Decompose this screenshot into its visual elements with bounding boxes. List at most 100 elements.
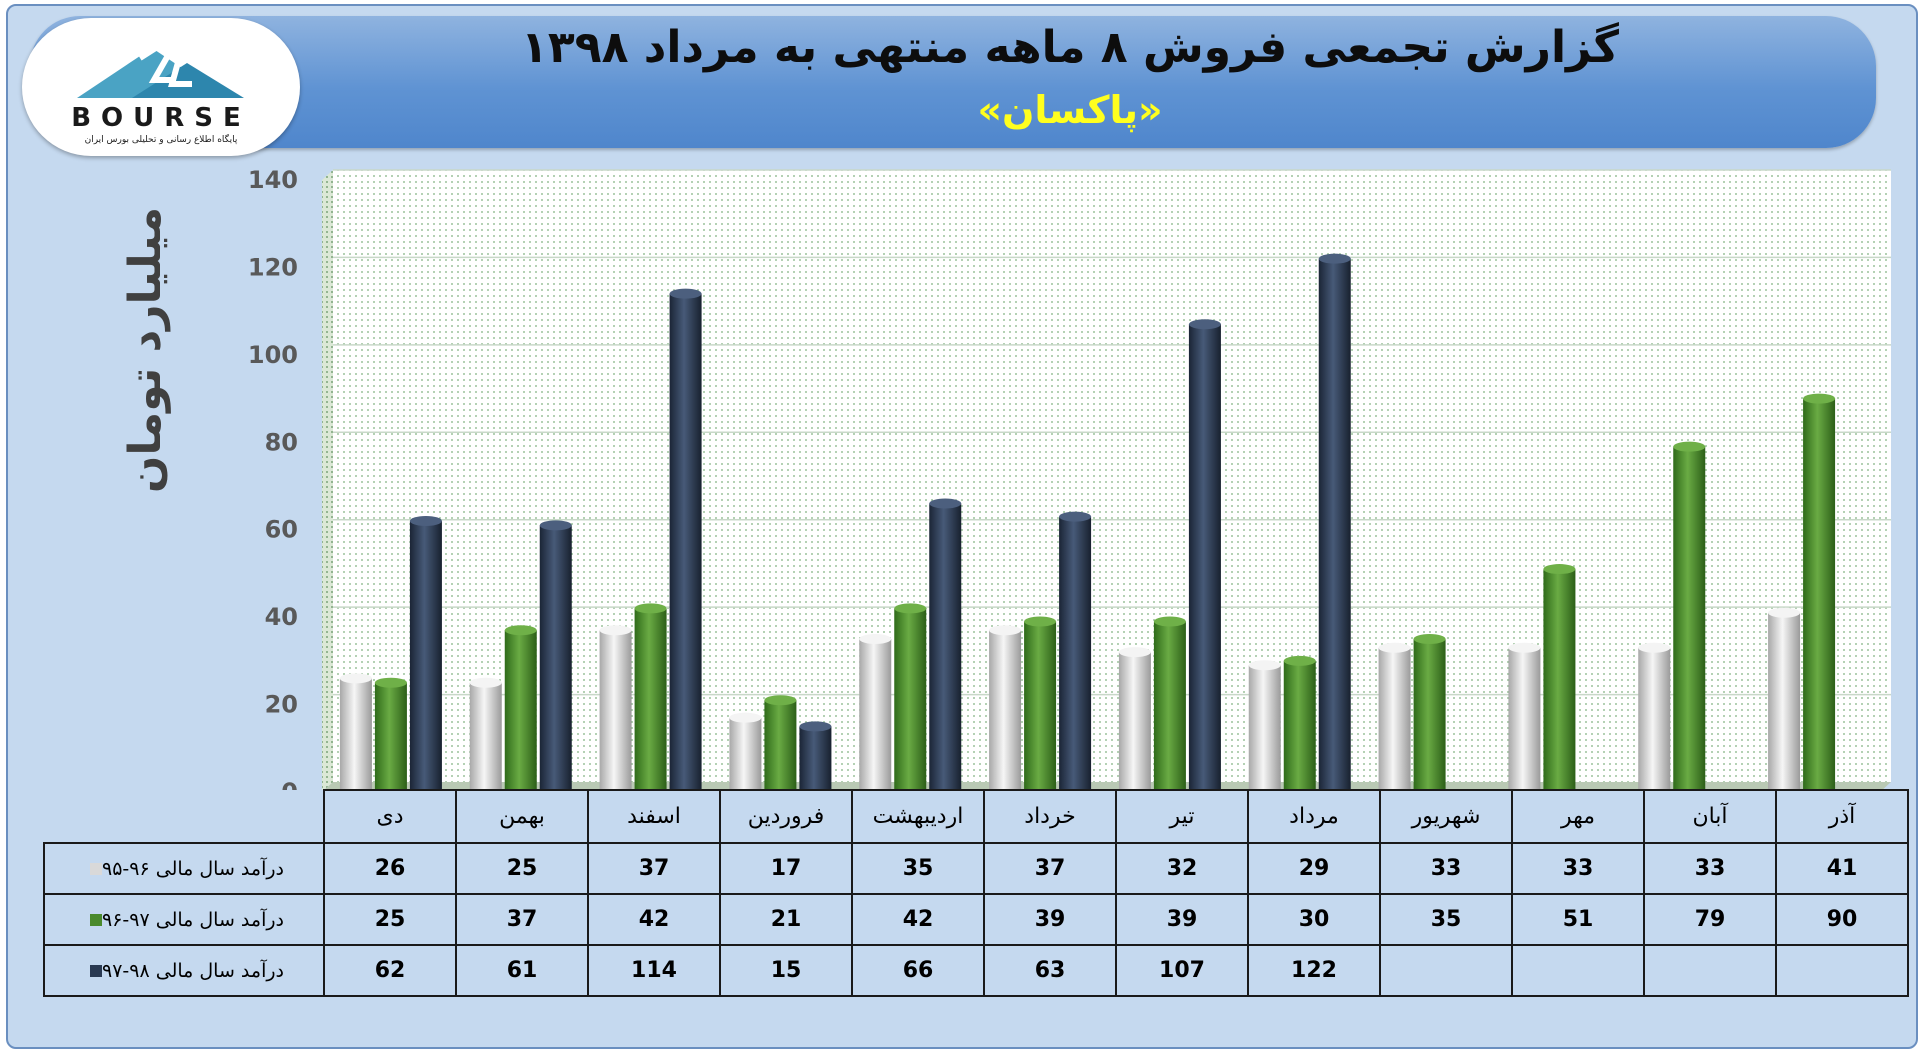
data-label: 32 [1115,842,1249,895]
bar-cap [929,498,962,509]
page-title: گزارش تجمعی فروش ۸ ماهه منتهی به مرداد ۱… [521,22,1619,73]
bar-body [1508,647,1541,790]
bar-body [1153,621,1186,790]
bar-cap [1378,642,1411,653]
bar-cap [989,625,1022,636]
bar-cap [1188,319,1221,330]
data-label: 107 [1115,944,1249,997]
bar-body [669,293,702,790]
y-tick-label: 140 [248,166,298,194]
bar-cap [1768,607,1801,618]
bourse-logo-icon: BOURSE پایگاه اطلاع رسانی و تحلیلی بورس … [71,40,251,145]
bar [409,515,442,790]
category-label: آبان [1643,789,1777,844]
data-label: 51 [1511,893,1645,946]
bar [1283,655,1316,790]
category-label: دی [323,789,457,844]
bar [1153,616,1186,790]
legend-swatch-icon [90,862,102,875]
y-axis-label: میلیارد تومان [120,206,171,494]
bar-cap [409,515,442,526]
bar [1803,393,1836,790]
logo-text: BOURSE [71,103,251,133]
data-label: 62 [323,944,457,997]
data-label: 42 [851,893,985,946]
bar [669,288,702,790]
bar [1508,642,1541,790]
bar-body [1543,569,1576,790]
data-label [1775,944,1909,997]
y-tick-label: 20 [265,691,298,719]
category-label: خرداد [983,789,1117,844]
bar [504,625,537,790]
title-banner [30,16,1876,148]
bar [1118,647,1151,790]
data-label: 33 [1511,842,1645,895]
bar-body [469,682,502,790]
bar [469,677,502,790]
bar-body [929,503,962,790]
bar-body [859,639,892,790]
bar [1638,642,1671,790]
bar [374,677,407,790]
category-label: اردیبهشت [851,789,985,844]
bar [599,625,632,790]
bar-body [539,525,572,790]
bar-cap [1118,647,1151,658]
bar-body [1024,621,1057,790]
bar [634,603,667,790]
data-label: 114 [587,944,721,997]
y-tick-label: 60 [265,516,298,544]
bar-chart: 0 20 40 60 80 100 120 140 [248,166,1891,790]
bar-body [1378,647,1411,790]
bar-cap [539,520,572,531]
bar-body [1283,660,1316,790]
y-tick-label: 100 [248,341,298,369]
bar [1059,511,1092,790]
data-label: 33 [1643,842,1777,895]
bar-cap [1153,616,1186,627]
bar-cap [1543,564,1576,575]
data-label: 25 [323,893,457,946]
bar-cap [1413,634,1446,644]
legend-swatch-icon [90,913,102,926]
data-label: 30 [1247,893,1381,946]
category-row: دی بهمن اسفند فروردین اردیبهشت خرداد تیر مرداد ش… [44,789,1909,844]
data-label: 39 [983,893,1117,946]
data-label: 33 [1379,842,1513,895]
bar [764,695,797,790]
data-label: 37 [455,893,589,946]
y-tick-label: 0 [281,778,298,790]
data-label: 63 [983,944,1117,997]
bar-body [504,630,537,790]
bar [894,603,927,790]
data-label: 15 [719,944,853,997]
data-label: 61 [455,944,589,997]
data-label: 39 [1115,893,1249,946]
bar [339,673,372,790]
bar [929,498,962,790]
data-label: 17 [719,842,853,895]
series-name: درآمد سال مالی ۹۸-۹۷ [102,959,284,982]
bar-body [634,608,667,790]
bar-body [764,700,797,790]
bar-body [894,608,927,790]
bar-cap [729,712,762,723]
bar-body [1318,258,1351,790]
data-label [1643,944,1777,997]
bar [1673,441,1706,790]
bar-body [1768,612,1801,790]
category-label: آذر [1775,789,1909,844]
bar [729,712,762,790]
bar-cap [859,634,892,644]
bar-body [374,682,407,790]
data-label: 26 [323,842,457,895]
bar [799,721,832,790]
series-name: درآمد سال مالی ۹۷-۹۶ [102,908,284,931]
bar-body [1803,398,1836,790]
bar-body [729,717,762,790]
category-label: تیر [1115,789,1249,844]
bar-cap [1508,642,1541,653]
bar [1248,660,1281,790]
bar-cap [1248,660,1281,671]
